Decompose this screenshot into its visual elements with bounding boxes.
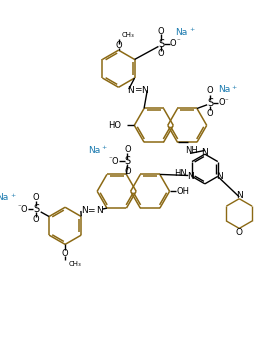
Text: O: O xyxy=(33,193,39,202)
Text: CH₃: CH₃ xyxy=(121,32,134,38)
Text: O: O xyxy=(112,157,118,166)
Text: Na: Na xyxy=(0,193,9,202)
Text: NH: NH xyxy=(185,146,198,155)
Text: O: O xyxy=(158,50,165,58)
Text: N: N xyxy=(236,191,243,201)
Text: S: S xyxy=(33,204,39,214)
Text: +: + xyxy=(10,193,16,198)
Text: N: N xyxy=(216,172,223,181)
Text: O: O xyxy=(62,249,68,258)
Text: O: O xyxy=(207,86,213,95)
Text: N: N xyxy=(141,86,148,95)
Text: S: S xyxy=(158,39,164,49)
Text: O: O xyxy=(124,145,131,154)
Text: ⁻: ⁻ xyxy=(17,204,21,210)
Text: ⁻: ⁻ xyxy=(225,98,229,104)
Text: CH₃: CH₃ xyxy=(69,261,81,267)
Text: Na: Na xyxy=(88,146,100,155)
Text: +: + xyxy=(232,84,237,90)
Text: O: O xyxy=(236,228,243,237)
Text: O: O xyxy=(33,215,39,224)
Text: S: S xyxy=(124,157,131,166)
Text: ⁻: ⁻ xyxy=(176,39,180,45)
Text: OH: OH xyxy=(176,187,189,196)
Text: =: = xyxy=(134,85,142,94)
Text: HN: HN xyxy=(174,169,187,178)
Text: +: + xyxy=(189,27,195,32)
Text: N: N xyxy=(96,206,103,215)
Text: +: + xyxy=(102,145,107,150)
Text: N: N xyxy=(202,148,208,157)
Text: O: O xyxy=(124,167,131,176)
Text: N: N xyxy=(127,86,134,95)
Text: O: O xyxy=(207,108,213,118)
Text: Na: Na xyxy=(218,86,230,94)
Text: O: O xyxy=(115,41,122,50)
Text: =: = xyxy=(87,206,95,215)
Text: O: O xyxy=(158,27,165,36)
Text: HO: HO xyxy=(108,121,121,130)
Text: O: O xyxy=(219,98,225,107)
Text: O: O xyxy=(21,205,27,214)
Text: Na: Na xyxy=(176,28,188,37)
Text: N: N xyxy=(187,172,193,181)
Text: O: O xyxy=(170,39,177,48)
Text: N: N xyxy=(81,206,88,215)
Text: ⁻: ⁻ xyxy=(109,157,113,163)
Text: S: S xyxy=(207,98,213,108)
